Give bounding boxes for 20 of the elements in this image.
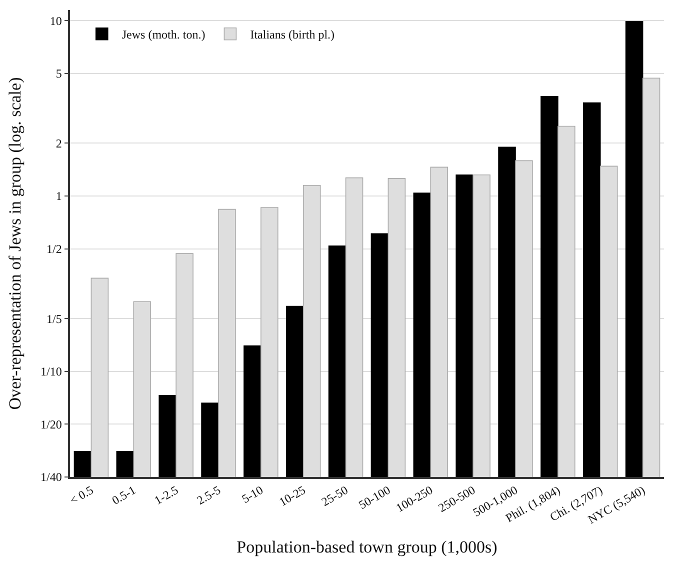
y-tick-label: 1/40 [40, 470, 62, 484]
y-tick-label: 2 [56, 136, 62, 150]
x-tick-label: 25-50 [319, 482, 350, 509]
x-axis-title: Population-based town group (1,000s) [236, 538, 498, 557]
legend-label: Jews (moth. ton.) [122, 28, 206, 42]
y-tick-label: 1/20 [40, 417, 62, 432]
legend-label: Italians (birth pl.) [250, 28, 335, 42]
y-tick-label: 5 [56, 66, 62, 81]
y-axis-title: Over-representation of Jews in group (log. scale) [6, 77, 25, 410]
x-tick-label: < 0.5 [67, 482, 96, 508]
y-tick-label: 1/10 [40, 364, 62, 379]
x-tick-label: 5-10 [239, 482, 266, 506]
x-tick-label: 0.5-1 [109, 482, 138, 508]
y-tick-label: 1/5 [46, 312, 62, 326]
y-tick-label: 10 [50, 14, 62, 28]
y-tick-label: 1 [56, 189, 62, 204]
y-tick-label: 1/2 [46, 242, 62, 256]
x-tick-label: 10-25 [276, 482, 308, 509]
x-tick-label: 2.5-5 [194, 482, 223, 508]
x-tick-label: 1-2.5 [152, 482, 181, 508]
